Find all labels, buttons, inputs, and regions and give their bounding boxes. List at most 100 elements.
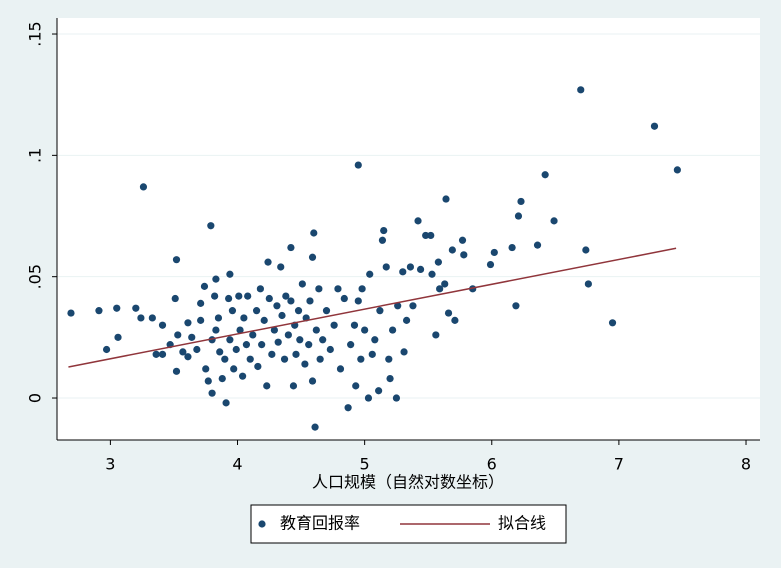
point <box>577 86 585 94</box>
point <box>392 394 401 402</box>
fit-line <box>68 247 677 368</box>
point <box>584 280 592 288</box>
point <box>236 326 244 334</box>
point <box>448 246 456 254</box>
point <box>282 292 290 300</box>
point <box>171 294 179 303</box>
point <box>399 268 407 276</box>
point <box>514 212 523 220</box>
point <box>230 365 238 373</box>
point <box>264 258 272 266</box>
point <box>212 275 220 283</box>
point <box>334 285 342 293</box>
point <box>258 341 266 349</box>
point <box>340 294 348 303</box>
x-tick-label: 4 <box>232 455 242 474</box>
point <box>673 166 681 174</box>
point <box>244 292 252 300</box>
point <box>312 326 320 334</box>
point <box>517 197 525 206</box>
point <box>354 161 362 169</box>
point <box>400 348 408 356</box>
point <box>294 307 303 315</box>
point <box>350 321 359 329</box>
point <box>152 350 160 358</box>
point <box>347 341 355 349</box>
point <box>378 236 387 244</box>
point <box>158 350 167 358</box>
point <box>422 231 430 240</box>
point <box>208 389 216 397</box>
point <box>246 355 254 363</box>
legend-label: 教育回报率 <box>280 514 360 533</box>
point <box>434 258 442 266</box>
point <box>533 241 542 249</box>
point <box>222 399 230 407</box>
point <box>330 321 338 329</box>
point <box>197 299 205 307</box>
point <box>409 302 417 310</box>
point <box>214 314 223 322</box>
point <box>226 270 234 278</box>
y-tick-label: .15 <box>26 21 45 46</box>
point <box>336 365 345 373</box>
point <box>212 326 220 334</box>
point <box>287 243 295 252</box>
point <box>277 263 285 271</box>
point <box>274 338 282 346</box>
point <box>512 302 520 310</box>
point <box>254 362 262 371</box>
y-tick-label: 0 <box>26 393 45 403</box>
point <box>608 319 617 327</box>
point <box>95 307 103 315</box>
point <box>188 333 196 341</box>
point <box>541 171 549 179</box>
point <box>289 382 298 390</box>
point <box>280 355 289 363</box>
point <box>380 226 388 235</box>
point <box>310 229 318 237</box>
point <box>490 248 498 257</box>
point <box>292 350 300 358</box>
point <box>386 375 394 383</box>
point <box>268 350 276 358</box>
legend-marker <box>258 520 266 528</box>
point <box>441 280 449 288</box>
point <box>114 333 122 341</box>
point <box>270 326 278 334</box>
point <box>296 336 304 344</box>
point <box>451 316 459 324</box>
point <box>137 314 145 322</box>
point <box>265 294 273 303</box>
point <box>366 270 374 278</box>
point <box>444 309 453 317</box>
point <box>315 285 323 293</box>
point <box>232 345 240 354</box>
x-axis-title: 人口规模（自然对数坐标） <box>312 473 504 492</box>
point <box>582 246 590 254</box>
point <box>284 331 292 339</box>
point <box>249 331 257 339</box>
point <box>211 292 219 300</box>
point <box>228 307 237 315</box>
point <box>389 326 397 334</box>
point <box>174 331 182 339</box>
point <box>263 382 271 390</box>
point <box>202 365 210 373</box>
point <box>376 307 384 315</box>
point <box>650 122 659 130</box>
point <box>394 302 402 310</box>
point <box>326 345 334 354</box>
point <box>207 222 215 230</box>
point <box>427 231 435 240</box>
y-tick-label: .05 <box>26 264 45 289</box>
point <box>358 285 366 293</box>
point <box>179 348 187 356</box>
point <box>67 309 75 317</box>
point <box>239 372 247 380</box>
point <box>200 282 209 290</box>
point <box>139 183 148 191</box>
point <box>226 336 234 344</box>
point <box>371 336 379 344</box>
